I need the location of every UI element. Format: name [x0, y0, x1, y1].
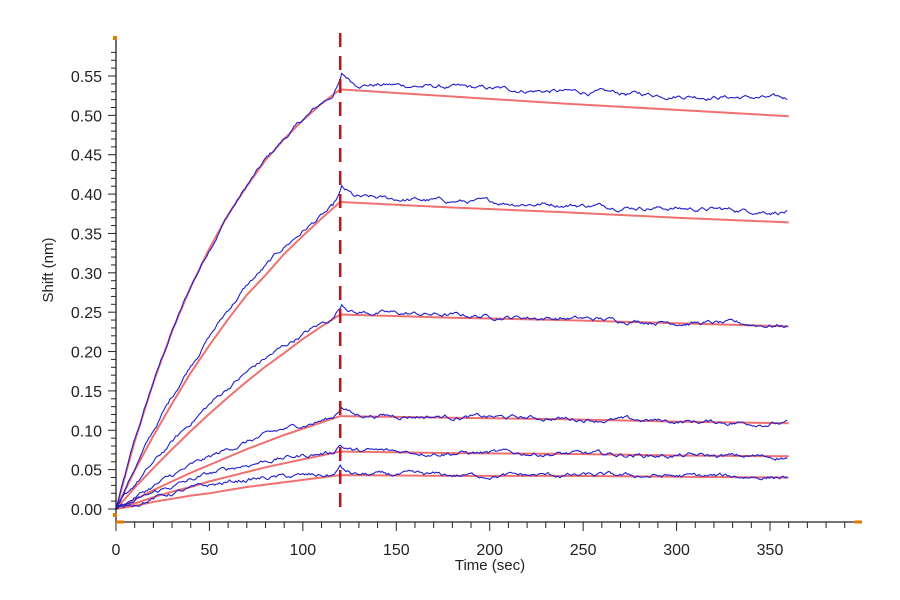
x-tick-label: 300 — [663, 542, 690, 559]
x-tick-label: 350 — [757, 542, 784, 559]
fit-curves — [115, 88, 789, 510]
y-tick-label: 0.10 — [71, 423, 102, 440]
x-axis-title: Time (sec) — [455, 557, 525, 574]
y-tick-labels: 0.00 0.05 0.10 0.15 0.20 0.25 0.30 0.35 0.40 0.45… — [71, 69, 102, 519]
measured-curve — [115, 184, 788, 511]
x-tick-label: 150 — [383, 542, 410, 559]
y-tick-label: 0.15 — [71, 384, 102, 401]
x-tick-label: 50 — [201, 542, 219, 559]
fit-curve — [115, 474, 789, 510]
fit-curve — [115, 313, 789, 510]
y-tick-label: 0.05 — [71, 463, 102, 480]
fit-curve — [115, 415, 789, 510]
measured-curve — [115, 303, 788, 508]
measured-curve — [115, 444, 788, 510]
fit-curve — [115, 88, 789, 510]
x-tick-label: 200 — [476, 542, 503, 559]
y-tick-label: 0.45 — [71, 148, 102, 165]
y-tick-label: 0.30 — [71, 266, 102, 283]
x-tick-labels: 0 50 100 150 200 250 300 350 — [112, 542, 784, 559]
measured-curve — [115, 72, 788, 509]
y-tick-label: 0.35 — [71, 226, 102, 243]
y-tick-label: 0.25 — [71, 305, 102, 322]
y-tick-label: 0.20 — [71, 345, 102, 362]
measured-curves — [115, 72, 788, 511]
y-tick-label: 0.00 — [71, 502, 102, 519]
x-tick-label: 0 — [112, 542, 121, 559]
x-tick-label: 250 — [570, 542, 597, 559]
fit-curve — [115, 200, 789, 510]
y-tick-label: 0.55 — [71, 69, 102, 86]
fit-curve — [115, 450, 789, 510]
y-tick-label: 0.40 — [71, 187, 102, 204]
x-tick-label: 100 — [290, 542, 317, 559]
measured-curve — [115, 406, 788, 510]
y-tick-label: 0.50 — [71, 108, 102, 125]
y-axis-title: Shift (nm) — [40, 237, 57, 302]
measured-curve — [115, 463, 788, 509]
axes — [108, 36, 863, 531]
